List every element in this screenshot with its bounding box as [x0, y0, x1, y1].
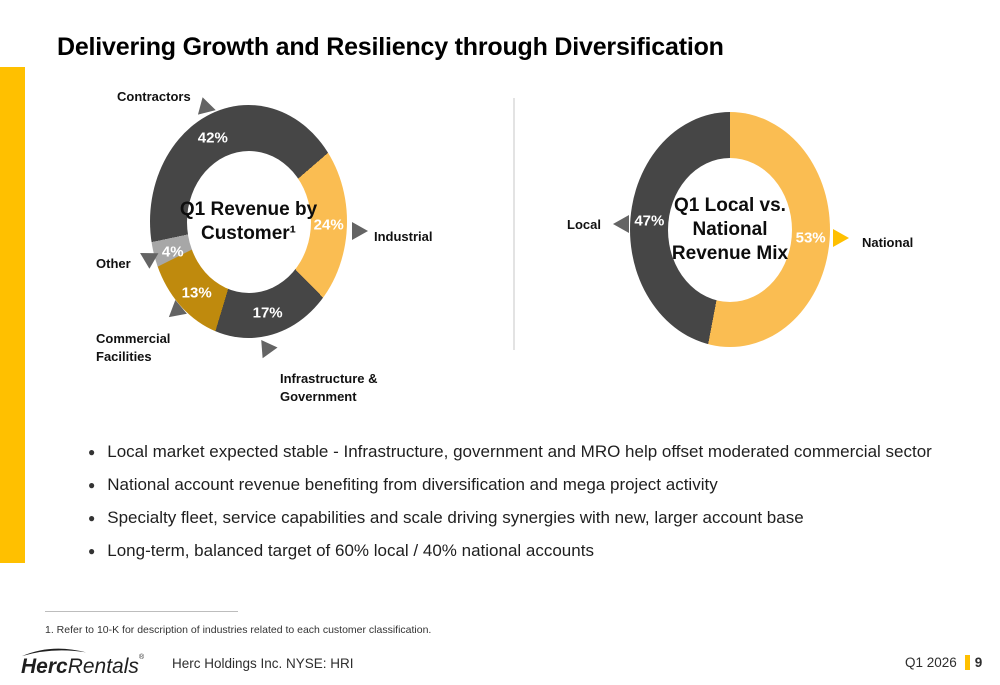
local-arrow-icon [613, 215, 629, 233]
chart-divider-line [513, 98, 515, 350]
chart-center-title-line: Revenue Mix [671, 242, 789, 264]
chart-center-title-line: Q1 Local vs. [674, 194, 786, 216]
bullet-dot-icon: ● [88, 478, 96, 492]
logo-swoosh-icon [21, 648, 87, 657]
infrastructure-government-label: Infrastructure & Government [280, 371, 378, 404]
registered-mark-icon: ® [138, 654, 145, 661]
slice-percent-label: 47% [634, 212, 665, 230]
infrastructure-government-arrow-icon [254, 339, 278, 363]
footer-right: Q1 2026 9 [905, 655, 982, 670]
donut-center: Q1 Revenue by Customer¹ [180, 150, 317, 293]
bullet-text: Long-term, balanced target of 60% local … [107, 541, 594, 560]
industrial-arrow-icon [352, 222, 368, 240]
local-label: Local [567, 217, 601, 232]
bullet-text: Specialty fleet, service capabilities an… [107, 508, 804, 527]
herc-rentals-logo: HercRentals® [20, 645, 145, 681]
chart-center-title-line: Q1 Revenue by [179, 198, 318, 220]
commercial-facilities-label: Commercial Facilities [96, 331, 171, 364]
national-label: National [862, 235, 914, 250]
chart-center-title: Q1 Revenue by Customer¹ [180, 198, 317, 246]
revenue-by-customer-chart: Q1 Revenue by Customer¹ 42% 24% 17% 13% 4% [150, 105, 347, 338]
left-accent-bar [0, 67, 25, 563]
chart-center-title-line: National [692, 218, 768, 240]
slide-title: Delivering Growth and Resiliency through… [57, 33, 724, 61]
slice-percent-label: 17% [252, 304, 283, 322]
chart-center-title: Q1 Local vs. National Revenue Mix [672, 194, 788, 266]
bullet-item: ● Local market expected stable - Infrast… [88, 442, 968, 462]
national-arrow-icon [833, 229, 849, 247]
company-ticker-text: Herc Holdings Inc. NYSE: HRI [172, 656, 354, 671]
slice-percent-label: 4% [161, 243, 184, 261]
donut-center: Q1 Local vs. National Revenue Mix [668, 157, 792, 302]
bullet-item: ● Long-term, balanced target of 60% loca… [88, 541, 968, 561]
quarter-label: Q1 2026 [905, 655, 957, 670]
page-marker-bar [964, 655, 970, 670]
bullet-dot-icon: ● [88, 544, 96, 558]
bullet-item: ● Specialty fleet, service capabilities … [88, 508, 968, 528]
other-label: Other [96, 256, 131, 271]
logo-herc-text: Herc [21, 655, 68, 678]
bullet-text: Local market expected stable - Infrastru… [107, 442, 932, 461]
page-number: 9 [974, 655, 983, 670]
chart-center-title-line: Customer¹ [200, 222, 296, 244]
bullet-dot-icon: ● [88, 511, 96, 525]
contractors-label: Contractors [117, 89, 191, 104]
bullet-dot-icon: ● [88, 445, 96, 459]
logo-text: HercRentals® [21, 654, 144, 679]
industrial-label: Industrial [374, 229, 433, 244]
logo-rentals-text: Rentals [67, 655, 139, 678]
bullet-list: ● Local market expected stable - Infrast… [88, 442, 968, 574]
local-vs-national-chart: Q1 Local vs. National Revenue Mix 53% 47% [630, 112, 830, 347]
slice-percent-label: 24% [313, 216, 344, 234]
bullet-text: National account revenue benefiting from… [107, 475, 718, 494]
footnote-text: 1. Refer to 10-K for description of indu… [45, 624, 432, 636]
slice-percent-label: 42% [197, 129, 228, 147]
bullet-item: ● National account revenue benefiting fr… [88, 475, 968, 495]
footnote-divider [45, 611, 238, 612]
slice-percent-label: 13% [181, 284, 212, 302]
slice-percent-label: 53% [795, 229, 826, 247]
